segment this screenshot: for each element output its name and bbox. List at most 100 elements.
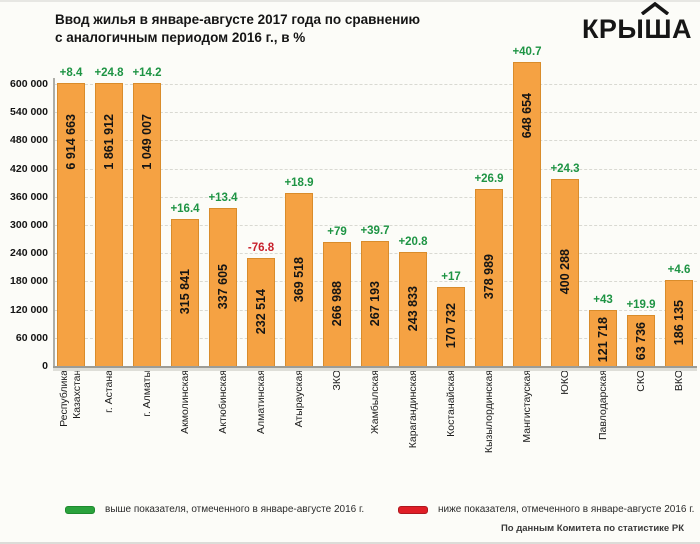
bar-value-label: 266 988 <box>330 280 344 326</box>
pct-change-label: +4.6 <box>667 263 691 276</box>
y-tick-label: 0 <box>42 360 48 372</box>
bar-4: 337 605 <box>209 208 237 367</box>
y-axis-line <box>53 78 55 368</box>
bar-8: 267 193 <box>361 241 389 367</box>
x-category-label: г. Алматы <box>140 370 153 417</box>
legend-item-up: выше показателя, отмеченного в январе-ав… <box>65 504 364 515</box>
pct-change-label: +20.8 <box>398 236 428 249</box>
legend-label-down: ниже показателя, отмеченного в январе-ав… <box>438 504 695 515</box>
bar-value-label: 648 654 <box>520 93 534 139</box>
pct-change-label: +17 <box>441 270 461 283</box>
pct-change-label: +40.7 <box>512 46 542 59</box>
x-category-label: Алматинская <box>254 370 267 435</box>
bar-5: 232 514 <box>247 257 275 367</box>
y-tick-label: 480 000 <box>10 134 48 147</box>
y-tick-label: 600 000 <box>10 78 48 90</box>
gridline <box>55 140 697 142</box>
data-source-note: По данным Комитета по статистике РК <box>500 523 684 534</box>
pct-change-label: +24.8 <box>94 67 124 79</box>
x-category-label: Атырауская <box>292 370 305 428</box>
bar-value-label: 337 605 <box>216 264 230 310</box>
bar-2: 1 049 007 <box>133 83 161 367</box>
pct-change-label: +18.9 <box>284 177 314 190</box>
x-axis-shadow <box>53 368 697 371</box>
y-tick-label: 540 000 <box>10 106 48 119</box>
x-category-label: Актюбинская <box>216 370 229 434</box>
bar-15: 63 736 <box>627 315 655 367</box>
x-category-label: Жамбылская <box>368 370 381 435</box>
pct-change-label: +24.3 <box>550 162 580 175</box>
pct-change-label: +13.4 <box>208 192 238 205</box>
bar-7: 266 988 <box>323 241 351 367</box>
x-category-label: Карагандинская <box>406 370 419 449</box>
y-tick-label: 300 000 <box>10 219 48 231</box>
bar-3: 315 841 <box>171 218 199 367</box>
bar-value-label: 170 732 <box>444 303 458 349</box>
y-tick-label: 360 000 <box>10 190 48 203</box>
gridline <box>55 196 697 198</box>
bar-6: 369 518 <box>285 193 313 367</box>
gridline <box>55 112 697 114</box>
bar-value-label: 1 861 912 <box>102 114 116 170</box>
bar-9: 243 833 <box>399 252 427 367</box>
bar-value-label: 378 989 <box>482 254 496 300</box>
roof-icon <box>641 2 670 15</box>
x-axis-line <box>53 366 697 368</box>
pct-change-label: +79 <box>327 225 347 238</box>
bar-value-label: 186 135 <box>672 299 686 345</box>
bar-16: 186 135 <box>665 279 693 367</box>
bar-value-label: 369 518 <box>292 256 306 302</box>
pct-change-label: +14.2 <box>132 67 162 79</box>
y-tick-label: 60 000 <box>15 331 48 344</box>
bar-11: 378 989 <box>475 188 503 367</box>
x-category-label: Мангистауская <box>520 370 533 443</box>
pct-change-label: +19.9 <box>626 299 656 311</box>
x-category-label: г. Астана <box>102 370 115 413</box>
gridline <box>55 84 697 85</box>
bar-1: 1 861 912 <box>95 83 123 367</box>
krysha-logo: КРЫ ША <box>581 2 692 45</box>
x-category-label: Акмолинская <box>178 370 191 434</box>
pct-change-label: +39.7 <box>360 225 390 238</box>
bar-value-label: 6 914 663 <box>64 114 78 170</box>
bar-value-label: 400 288 <box>558 249 572 295</box>
bar-value-label: 267 193 <box>368 280 382 326</box>
bar-13: 400 288 <box>551 178 579 367</box>
chart-title: Ввод жилья в январе-августе 2017 года по… <box>55 11 515 47</box>
gridline <box>55 225 697 226</box>
bar-value-label: 121 718 <box>596 316 610 362</box>
y-tick-label: 120 000 <box>10 303 48 316</box>
bar-value-label: 315 841 <box>178 269 192 315</box>
bar-value-label: 1 049 007 <box>140 114 154 170</box>
bar-value-label: 243 833 <box>406 286 420 332</box>
x-category-label: ЗКО <box>330 370 343 391</box>
pct-change-label: +43 <box>593 293 613 306</box>
x-category-label: ВКО <box>672 370 685 392</box>
bar-10: 170 732 <box>437 286 465 367</box>
legend-label-up: выше показателя, отмеченного в январе-ав… <box>105 504 365 515</box>
plot-area: 6 914 663 +8.4 1 861 912 +24.8 1 049 007 +14.… <box>55 46 697 367</box>
pct-change-label: -76.8 <box>247 241 275 254</box>
bar-14: 121 718 <box>589 309 617 367</box>
x-category-label: Костанайская <box>444 370 457 437</box>
bar-12: 648 654 <box>513 62 541 367</box>
gridline <box>55 168 697 170</box>
x-category-label: ЮКО <box>558 370 571 395</box>
pct-change-label: +26.9 <box>474 172 504 185</box>
x-category-label: Павлодарская <box>596 370 609 440</box>
pct-change-label: +8.4 <box>59 67 83 79</box>
logo-sh-house: Ш <box>641 2 672 45</box>
legend-swatch-red <box>398 505 428 514</box>
bar-value-label: 63 736 <box>634 322 648 361</box>
chart-title-line1: Ввод жилья в январе-августе 2017 года по… <box>55 12 421 27</box>
bar-0: 6 914 663 <box>57 83 85 367</box>
x-category-label: Республика Казахстан <box>58 370 83 427</box>
chart-title-line2: с аналогичным периодом 2016 г., в % <box>55 30 306 45</box>
legend-swatch-green <box>65 505 95 514</box>
x-category-label: СКО <box>634 370 647 392</box>
y-tick-label: 180 000 <box>10 275 48 288</box>
y-tick-label: 420 000 <box>10 162 48 175</box>
bar-value-label: 232 514 <box>254 288 268 335</box>
logo-text: КРЫ <box>581 14 645 44</box>
